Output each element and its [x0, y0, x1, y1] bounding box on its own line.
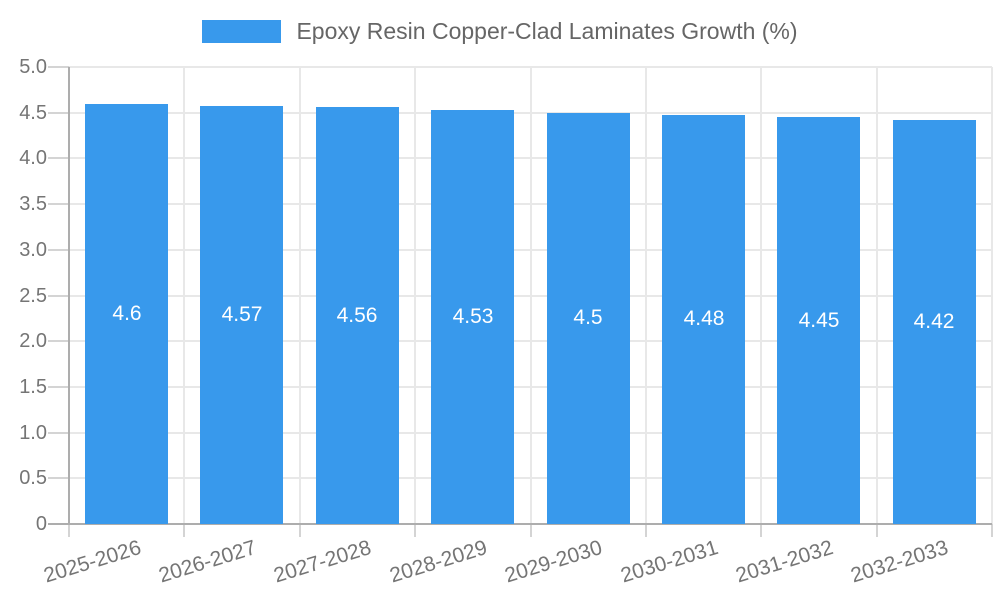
bar[interactable] [200, 106, 283, 524]
x-axis-label: 2027-2028 [270, 536, 374, 588]
bar-value-label: 4.48 [683, 307, 725, 330]
x-axis-label: 2029-2030 [501, 536, 605, 588]
y-tick-label: 0 [35, 513, 47, 535]
legend-label[interactable]: Epoxy Resin Copper-Clad Laminates Growth… [296, 18, 798, 44]
x-axis-label: 2032-2033 [847, 536, 951, 588]
legend[interactable]: Epoxy Resin Copper-Clad Laminates Growth… [0, 18, 1000, 44]
y-tick-label: 0.5 [19, 467, 47, 489]
x-axis-label: 2025-2026 [40, 536, 144, 588]
bar-value-label: 4.57 [221, 303, 263, 326]
y-tick-label: 2.5 [19, 285, 47, 307]
y-tick [48, 477, 69, 479]
bar[interactable] [431, 110, 514, 524]
y-tick-label: 3.0 [19, 239, 47, 261]
x-tick [414, 524, 416, 537]
y-tick [48, 295, 69, 297]
bar[interactable] [893, 120, 976, 524]
bar[interactable] [85, 104, 168, 524]
x-axis-label: 2031-2032 [732, 536, 836, 588]
bar-value-label: 4.56 [336, 304, 378, 327]
x-axis-label: 2026-2027 [155, 536, 259, 588]
y-tick-label: 2.0 [19, 330, 47, 352]
x-tick [991, 524, 993, 537]
bar[interactable] [662, 115, 745, 524]
y-tick [48, 66, 69, 68]
bar-value-label: 4.45 [798, 309, 840, 332]
y-tick [48, 432, 69, 434]
y-tick-label: 1.5 [19, 376, 47, 398]
y-axis-line [68, 67, 70, 524]
x-tick [876, 524, 878, 537]
y-tick-label: 3.5 [19, 193, 47, 215]
y-tick [48, 340, 69, 342]
x-gridline [760, 67, 762, 524]
x-gridline [299, 67, 301, 524]
y-tick-label: 4.0 [19, 147, 47, 169]
y-tick-label: 4.5 [19, 102, 47, 124]
bar-value-label: 4.42 [913, 310, 955, 333]
bar-value-label: 4.5 [573, 306, 603, 329]
x-tick [645, 524, 647, 537]
x-gridline [645, 67, 647, 524]
x-tick [760, 524, 762, 537]
x-gridline [414, 67, 416, 524]
x-gridline [991, 67, 993, 524]
x-tick [299, 524, 301, 537]
x-gridline [530, 67, 532, 524]
bar[interactable] [547, 113, 630, 524]
y-tick [48, 157, 69, 159]
y-tick [48, 386, 69, 388]
x-gridline [183, 67, 185, 524]
y-tick-label: 5.0 [19, 56, 47, 78]
y-tick [48, 249, 69, 251]
legend-swatch[interactable] [202, 20, 282, 43]
bar-value-label: 4.53 [452, 305, 494, 328]
x-gridline [876, 67, 878, 524]
y-tick-label: 1.0 [19, 422, 47, 444]
x-axis-line [48, 523, 992, 525]
x-axis-label: 2030-2031 [617, 536, 721, 588]
bar[interactable] [316, 107, 399, 524]
x-tick [530, 524, 532, 537]
x-axis-label: 2028-2029 [386, 536, 490, 588]
y-tick [48, 112, 69, 114]
bar[interactable] [777, 117, 860, 524]
x-tick [183, 524, 185, 537]
y-tick [48, 203, 69, 205]
bar-value-label: 4.6 [112, 302, 142, 325]
x-tick [68, 524, 70, 537]
